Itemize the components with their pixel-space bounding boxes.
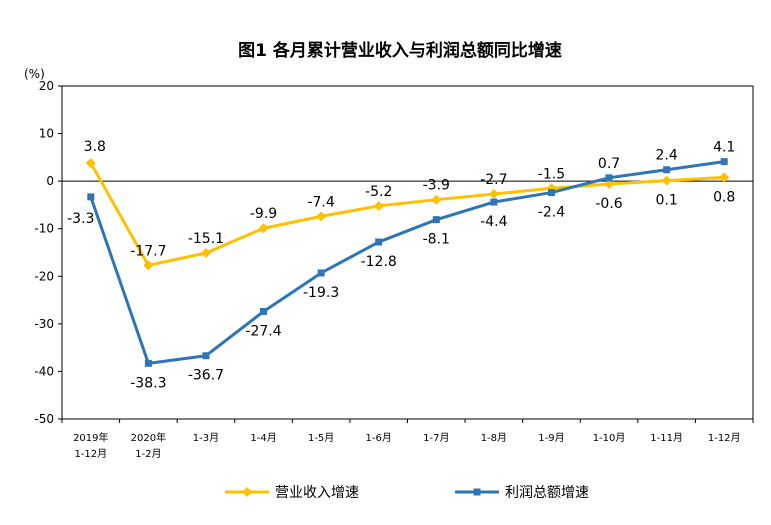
data-label: -7.4 <box>307 194 334 210</box>
x-tick-label: 1-7月 <box>423 432 449 444</box>
y-tick-label: -10 <box>34 222 54 236</box>
y-tick-label: 20 <box>39 79 54 93</box>
data-label: -0.6 <box>595 196 622 212</box>
data-label: -19.3 <box>303 285 339 301</box>
y-tick-label: 0 <box>46 174 54 188</box>
y-tick-label: -50 <box>34 412 54 426</box>
data-label: 4.1 <box>713 140 735 156</box>
data-point <box>604 178 615 189</box>
data-label: -36.7 <box>188 368 224 384</box>
y-axis: 20 10 0 -10 -20 -30 -40 -50 <box>34 79 753 426</box>
x-tick-label: 2020年 <box>131 431 166 444</box>
data-point <box>661 175 672 186</box>
y-tick-label: -20 <box>34 269 54 283</box>
data-point <box>200 247 211 258</box>
data-point <box>605 174 613 182</box>
x-axis: 2019年 1-12月 2020年 1-2月 1-3月 1-4月 1-5月 1-6月 1-7月 1… <box>61 419 754 460</box>
series-line-1 <box>89 162 725 267</box>
legend-marker <box>242 487 252 497</box>
data-label: -12.8 <box>361 254 397 270</box>
x-tick-label: 1-12月 <box>74 448 107 460</box>
x-tick-label: 1-3月 <box>193 432 219 444</box>
x-tick-label: 1-8月 <box>481 432 507 444</box>
x-tick-label: 1-10月 <box>593 432 626 444</box>
data-label: -2.7 <box>480 172 507 188</box>
data-label: -4.4 <box>480 214 507 230</box>
data-point <box>316 211 327 222</box>
data-point <box>85 158 96 169</box>
x-tick-label: 1-9月 <box>538 432 564 444</box>
data-point <box>490 198 498 206</box>
y-tick-label: -30 <box>34 317 54 331</box>
x-tick-label: 1-12月 <box>708 432 741 444</box>
data-label: 0.1 <box>655 193 677 209</box>
data-label: -2.4 <box>538 205 565 221</box>
data-label: -27.4 <box>245 323 281 339</box>
data-label: 0.7 <box>598 156 620 172</box>
data-label: -3.9 <box>423 178 450 194</box>
data-label: 3.8 <box>84 139 106 155</box>
x-tick-label: 1-11月 <box>650 432 683 444</box>
data-label: -15.1 <box>188 231 224 247</box>
data-label: -38.3 <box>130 375 166 391</box>
legend-label: 营业收入增速 <box>275 485 359 501</box>
x-tick-label: 1-4月 <box>250 432 276 444</box>
y-tick-label: -40 <box>34 364 54 378</box>
data-point <box>431 194 442 205</box>
data-label: -1.5 <box>538 166 565 182</box>
data-point <box>432 216 440 224</box>
data-point <box>663 166 671 174</box>
data-point <box>373 200 384 211</box>
legend: 营业收入增速 利润总额增速 <box>225 485 589 501</box>
data-point <box>719 172 730 183</box>
data-label: -8.1 <box>423 232 450 248</box>
data-label: -9.9 <box>250 206 277 222</box>
data-point <box>144 359 152 367</box>
data-label: -3.3 <box>67 211 94 227</box>
chart-title: 图1 各月累计营业收入与利润总额同比增速 <box>238 40 562 61</box>
data-point <box>258 223 269 234</box>
x-tick-label: 1-6月 <box>366 432 392 444</box>
data-label: 2.4 <box>655 148 677 164</box>
data-label: 0.8 <box>713 189 735 205</box>
series-layer <box>85 158 730 367</box>
x-tick-label: 2019年 <box>73 431 108 444</box>
data-label: -5.2 <box>365 184 392 200</box>
x-tick-label: 1-5月 <box>308 432 334 444</box>
data-point <box>87 193 95 201</box>
data-point <box>202 352 210 360</box>
data-label: -17.7 <box>130 243 166 259</box>
data-point <box>720 158 728 166</box>
data-point <box>375 238 383 246</box>
data-point <box>143 260 154 271</box>
x-tick-label: 1-2月 <box>135 448 161 460</box>
legend-marker <box>473 488 481 496</box>
data-labels: 3.8 -17.7 -15.1 -9.9 -7.4 -5.2 -3.9 -2.7 -1.5 -0.… <box>67 139 735 391</box>
data-point <box>260 307 268 315</box>
series-line-2 <box>89 160 725 365</box>
y-tick-label: 10 <box>39 127 54 141</box>
data-point <box>547 189 555 197</box>
y-unit-label: (%) <box>24 67 45 81</box>
legend-label: 利润总额增速 <box>505 485 589 501</box>
data-point <box>317 269 325 277</box>
data-point <box>488 188 499 199</box>
